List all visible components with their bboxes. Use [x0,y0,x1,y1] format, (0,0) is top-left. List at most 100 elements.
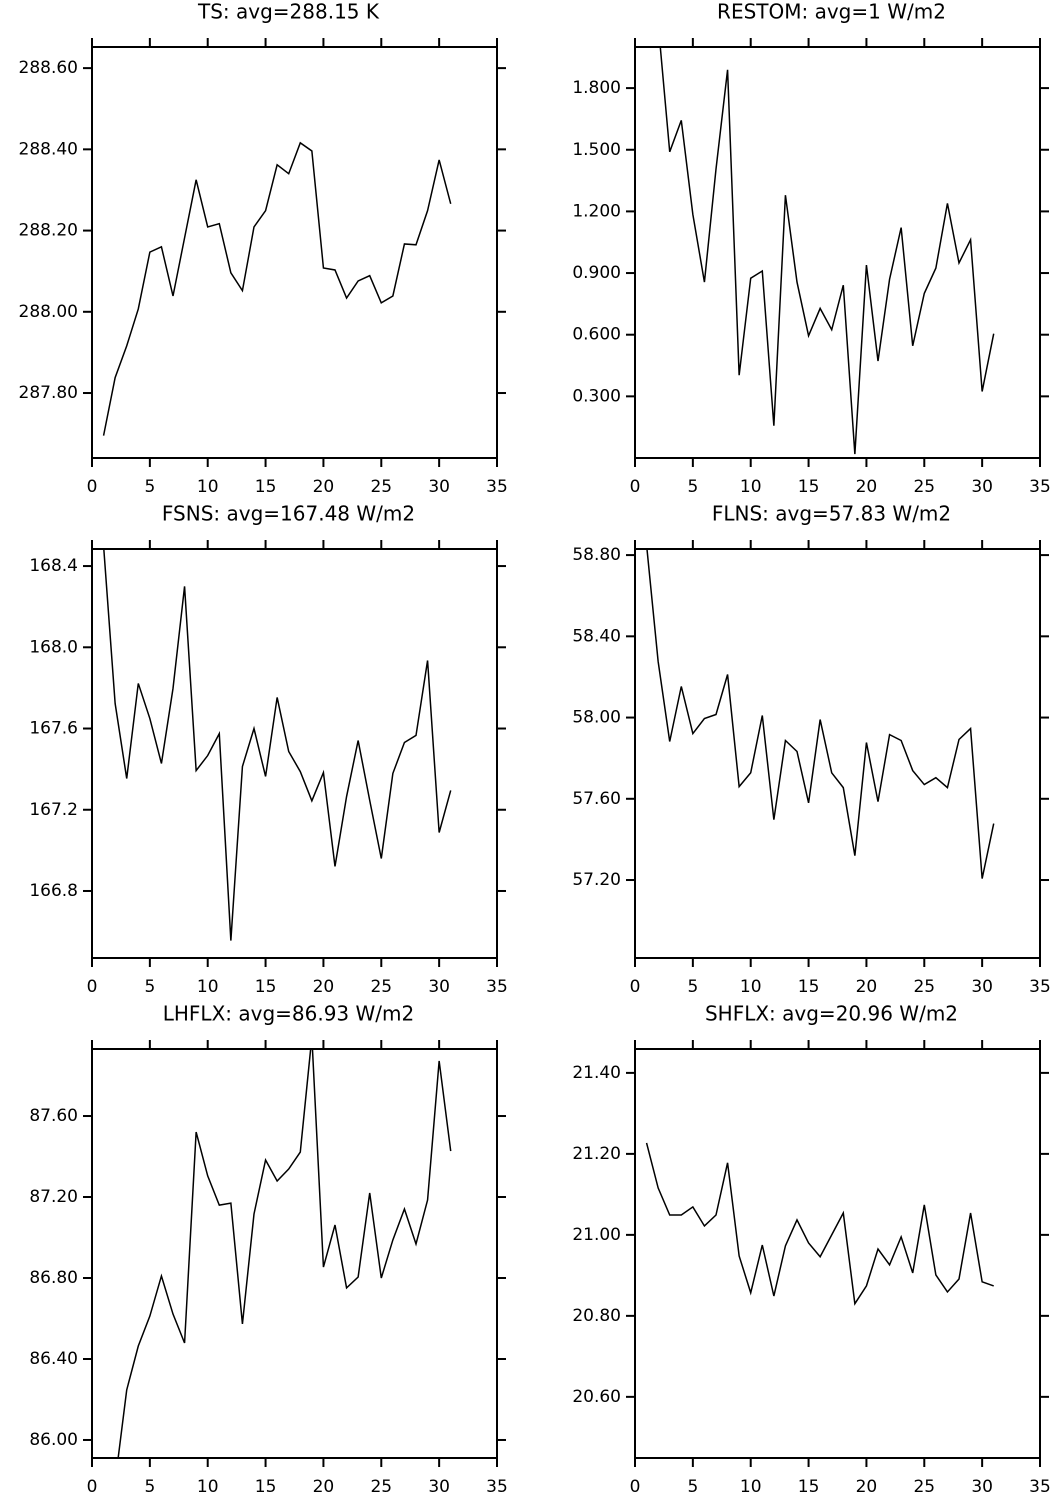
panel: FSNS: avg=167.48 W/m2 166.8 167.2 167.6 168.… [29,502,507,998]
x-tick-label: 35 [1029,477,1051,497]
x-tick-label: 25 [913,977,935,997]
y-tick-label: 167.2 [29,800,78,820]
x-tick-label: 15 [255,477,277,497]
y-tick-label: 87.20 [29,1187,78,1207]
y-tick-label: 58.40 [572,626,621,646]
panel: LHFLX: avg=86.93 W/m2 86.00 86.40 86.80 87.2… [29,1002,508,1498]
y-tick-label: 288.20 [19,221,78,241]
chart-title: FLNS: avg=57.83 W/m2 [712,502,951,526]
x-tick-label: 25 [370,1477,392,1494]
y-tick-label: 1.800 [572,78,621,98]
x-tick-label: 35 [486,1477,508,1494]
y-tick-label: 86.80 [29,1268,78,1288]
y-tick-label: 20.80 [572,1306,621,1326]
x-tick-label: 20 [313,477,335,497]
x-tick-label: 30 [428,1477,450,1494]
x-tick-label: 0 [630,477,641,497]
y-tick-label: 21.20 [572,1144,621,1164]
x-tick-label: 25 [370,977,392,997]
x-tick-label: 0 [87,1477,98,1494]
plot-frame [634,1048,1041,1459]
data-line [645,1142,994,1306]
x-tick-label: 10 [197,977,219,997]
data-line [103,549,452,941]
x-tick-label: 25 [370,477,392,497]
plot-frame [91,548,498,959]
x-tick-label: 0 [87,977,98,997]
x-tick-label: 0 [87,477,98,497]
x-tick-label: 35 [1029,1477,1051,1494]
x-tick-label: 15 [255,1477,277,1494]
x-tick-label: 25 [913,477,935,497]
x-tick-label: 15 [255,977,277,997]
x-tick-label: 15 [798,1477,820,1494]
y-tick-label: 288.60 [19,58,78,78]
y-tick-label: 21.00 [572,1225,621,1245]
y-tick-label: 86.00 [29,1430,78,1450]
y-tick-label: 87.60 [29,1106,78,1126]
plot-frame [91,1048,498,1459]
chart-title: TS: avg=288.15 K [197,0,380,24]
y-tick-label: 58.80 [572,545,621,565]
y-tick-label: 166.8 [29,881,78,901]
panel: RESTOM: avg=1 W/m2 0.300 0.600 0.900 1.200 1.… [572,0,1050,497]
x-tick-label: 10 [740,477,762,497]
panel: SHFLX: avg=20.96 W/m2 20.60 20.80 21.00 21.2… [572,1002,1051,1498]
y-tick-label: 1.200 [572,201,621,221]
chart-title: RESTOM: avg=1 W/m2 [717,0,946,24]
x-tick-label: 30 [971,477,993,497]
y-tick-label: 20.60 [572,1387,621,1407]
y-tick-label: 1.500 [572,140,621,160]
x-tick-label: 5 [144,1477,155,1494]
plot-frame [91,46,498,459]
x-tick-label: 35 [486,477,508,497]
x-tick-label: 5 [144,477,155,497]
y-tick-label: 57.60 [572,789,621,809]
x-tick-label: 10 [197,1477,219,1494]
y-tick-label: 287.80 [19,383,78,403]
x-tick-label: 25 [913,1477,935,1494]
data-line [102,141,452,436]
x-tick-label: 30 [428,977,450,997]
panel: FLNS: avg=57.83 W/m2 57.20 57.60 58.00 58.40… [572,502,1050,998]
x-tick-label: 30 [971,977,993,997]
x-tick-label: 10 [197,477,219,497]
y-tick-label: 288.40 [19,139,78,159]
x-tick-label: 35 [486,977,508,997]
x-tick-label: 15 [798,977,820,997]
chart-title: SHFLX: avg=20.96 W/m2 [705,1002,958,1026]
x-tick-label: 0 [630,1477,641,1494]
x-tick-label: 10 [740,1477,762,1494]
x-tick-label: 10 [740,977,762,997]
x-tick-label: 5 [687,977,698,997]
y-tick-label: 0.600 [572,325,621,345]
data-line [117,1049,452,1458]
data-line [646,549,995,879]
x-tick-label: 15 [798,477,820,497]
x-tick-label: 5 [687,477,698,497]
y-tick-label: 57.20 [572,870,621,890]
y-tick-label: 168.0 [29,637,78,657]
x-tick-label: 35 [1029,977,1051,997]
plot-frame [634,46,1041,459]
x-tick-label: 0 [630,977,641,997]
x-tick-label: 20 [313,1477,335,1494]
x-tick-label: 5 [687,1477,698,1494]
y-tick-label: 0.300 [572,386,621,406]
y-tick-label: 86.40 [29,1349,78,1369]
panel: TS: avg=288.15 K 287.80 288.00 288.20 288.40… [19,0,508,497]
plot-frame [634,548,1041,959]
x-tick-label: 20 [313,977,335,997]
chart-title: LHFLX: avg=86.93 W/m2 [163,1002,415,1026]
x-tick-label: 5 [144,977,155,997]
x-tick-label: 20 [856,1477,878,1494]
data-line [659,47,995,455]
y-tick-label: 58.00 [572,708,621,728]
chart-title: FSNS: avg=167.48 W/m2 [162,502,415,526]
x-tick-label: 30 [428,477,450,497]
x-tick-label: 30 [971,1477,993,1494]
y-tick-label: 288.00 [19,302,78,322]
y-tick-label: 167.6 [29,719,78,739]
x-tick-label: 20 [856,977,878,997]
